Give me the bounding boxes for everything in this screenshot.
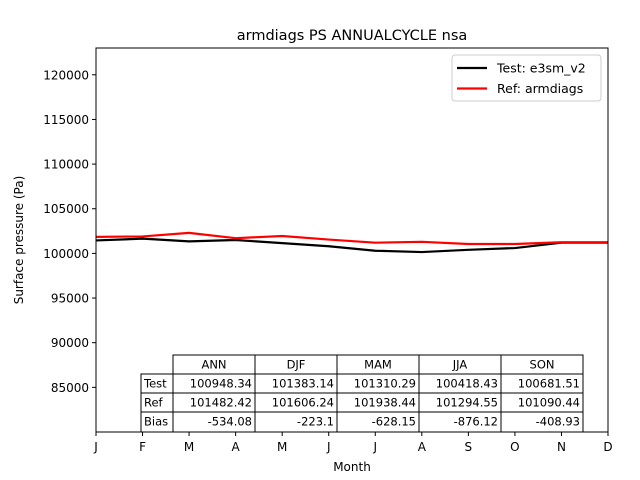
series-layer xyxy=(95,231,608,254)
x-tick-label: M xyxy=(277,440,287,454)
series-line-ref xyxy=(95,231,608,246)
y-tick-label: 100000 xyxy=(43,247,89,261)
table-cell: -628.15 xyxy=(372,415,416,429)
table-cell: 100418.43 xyxy=(436,377,498,391)
y-tick-label: 90000 xyxy=(51,336,89,350)
legend-label: Ref: armdiags xyxy=(497,81,583,96)
table-cell: 101294.55 xyxy=(436,396,498,410)
x-tick-label: A xyxy=(232,440,241,454)
table-col-header: SON xyxy=(500,354,584,375)
table-cell: -534.08 xyxy=(208,415,252,429)
x-tick-label: M xyxy=(184,440,194,454)
y-tick-label: 105000 xyxy=(43,202,89,216)
x-axis-label: Month xyxy=(333,460,371,474)
legend: Test: e3sm_v2 Ref: armdiags xyxy=(451,54,602,102)
table-cell: -876.12 xyxy=(454,415,498,429)
y-tick-label: 95000 xyxy=(51,292,89,306)
x-tick-label: J xyxy=(326,440,331,454)
y-tick-label: 110000 xyxy=(43,158,89,172)
table-col-header: JJA xyxy=(418,354,502,375)
y-tick-label: 115000 xyxy=(43,113,89,127)
table-row-label: Ref xyxy=(144,396,164,410)
table-col-header-label: SON xyxy=(530,358,555,372)
table-row-label: Test xyxy=(143,377,167,391)
series-line-test xyxy=(95,237,608,254)
table-col-header-label: JJA xyxy=(452,358,468,372)
table-cell: -223.1 xyxy=(297,415,334,429)
table-cell: 101606.24 xyxy=(272,396,334,410)
x-tick-label: S xyxy=(465,440,473,454)
table-row: Ref 101482.42 101606.24 101938.44 101294.55 1… xyxy=(140,392,584,413)
table-col-header: DJF xyxy=(254,354,338,375)
table-col-header-label: MAM xyxy=(364,358,392,372)
legend-box xyxy=(451,54,602,102)
table-cell: 101938.44 xyxy=(354,396,416,410)
table-row: Test 100948.34 101383.14 101310.29 100418.43… xyxy=(140,373,584,394)
stats-table: ANN DJF MAM JJA SON Test 100948.34 101383.14 101… xyxy=(140,354,584,433)
y-tick-label: 85000 xyxy=(51,381,89,395)
table-col-header: ANN xyxy=(172,354,256,375)
axes-frame xyxy=(95,47,609,433)
x-tick-label: J xyxy=(93,440,98,454)
table-cell: 101310.29 xyxy=(354,377,416,391)
x-tick-label: A xyxy=(418,440,427,454)
x-tick-label: J xyxy=(372,440,377,454)
table-cell: 101090.44 xyxy=(518,396,580,410)
table-col-header: MAM xyxy=(336,354,420,375)
x-tick-label: D xyxy=(603,440,612,454)
axes-layer: J F M A M J J A S O N D8500090000950001000001050001… xyxy=(43,47,613,454)
chart-title: armdiags PS ANNUALCYCLE nsa xyxy=(237,28,468,44)
y-tick-label: 120000 xyxy=(43,68,89,82)
table-col-header-label: DJF xyxy=(287,358,306,372)
x-tick-label: O xyxy=(510,440,519,454)
table-cell: 101482.42 xyxy=(190,396,252,410)
table-row-label: Bias xyxy=(144,415,168,429)
y-axis-label: Surface pressure (Pa) xyxy=(12,176,26,305)
x-tick-label: N xyxy=(557,440,566,454)
legend-label: Test: e3sm_v2 xyxy=(496,61,586,76)
table-col-header-label: ANN xyxy=(201,358,226,372)
table-cell: 101383.14 xyxy=(272,377,334,391)
x-tick-label: F xyxy=(139,440,146,454)
table-cell: -408.93 xyxy=(536,415,580,429)
table-cell: 100681.51 xyxy=(518,377,580,391)
table-row: Bias -534.08 -223.1 -628.15 -876.12 -408.93 xyxy=(140,411,584,433)
table-cell: 100948.34 xyxy=(190,377,252,391)
